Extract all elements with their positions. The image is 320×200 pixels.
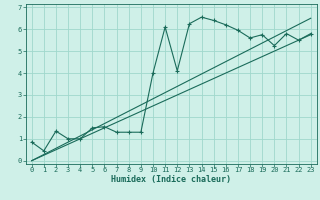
- X-axis label: Humidex (Indice chaleur): Humidex (Indice chaleur): [111, 175, 231, 184]
